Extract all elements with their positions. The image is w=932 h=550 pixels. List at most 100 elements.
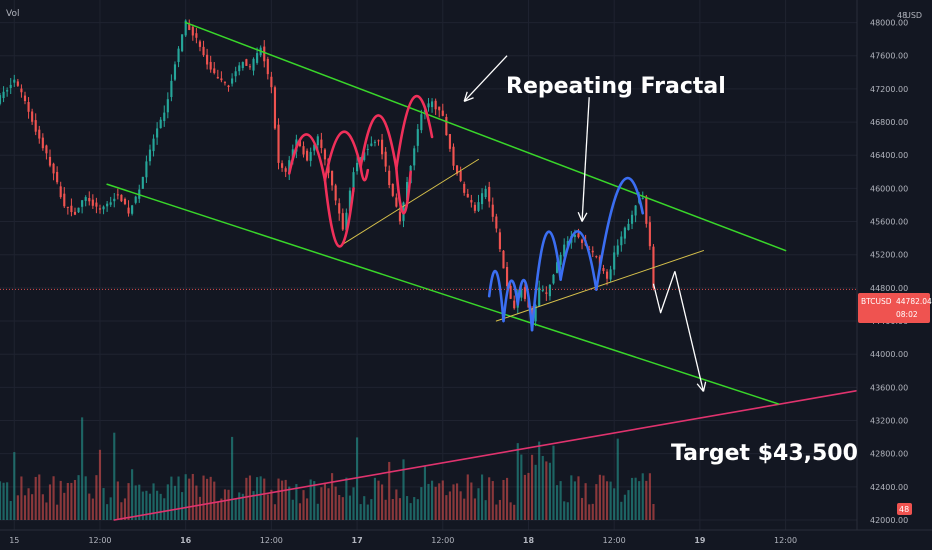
candle-body [95, 202, 98, 207]
volume-bar [106, 504, 109, 520]
volume-bar [27, 488, 30, 520]
volume-bar [234, 499, 237, 520]
candle-body [6, 90, 9, 92]
time-scale[interactable]: 15 12:00 16 12:00 17 12:00 18 12:00 19 12:00 [0, 529, 932, 550]
volume-bar [327, 488, 330, 520]
candle-body [131, 205, 134, 214]
volume-bar [552, 445, 555, 520]
candle-body [127, 207, 130, 214]
candle-body [616, 245, 619, 255]
candle-body [45, 145, 48, 154]
volume-bar [306, 498, 309, 520]
candle-body [438, 106, 441, 111]
candle-body [552, 274, 555, 284]
candle-body [106, 203, 109, 207]
candle-body [630, 214, 634, 224]
volume-bar [523, 474, 526, 520]
volume-bar [38, 474, 41, 520]
price-tick: 43200.00 [870, 417, 908, 426]
volume-bar [352, 487, 355, 520]
candle-body [381, 139, 384, 155]
candle-body [352, 172, 355, 192]
volume-bar [441, 480, 444, 520]
volume-bar [488, 477, 491, 520]
volume-bar [520, 454, 523, 520]
volume-bar [366, 504, 369, 520]
volume-bar [316, 503, 319, 520]
candle-body [580, 239, 584, 243]
candle-body [206, 54, 209, 65]
price-tick: 42800.00 [870, 450, 908, 459]
volume-bar [438, 483, 441, 520]
candle-body [84, 197, 87, 201]
volume-bar [273, 504, 277, 520]
volume-bar [448, 491, 451, 520]
volume-bar [577, 476, 580, 520]
candle-body [227, 85, 230, 88]
candle-body [113, 198, 116, 202]
candle-body [213, 68, 216, 74]
volume-bar [131, 469, 134, 520]
candle-body [248, 66, 252, 68]
fractal-first-valley [323, 178, 355, 248]
volume-bar [98, 449, 102, 520]
candle-body [523, 287, 526, 299]
title-arrow-head [463, 91, 468, 102]
candle-body [341, 213, 344, 230]
candle-body [634, 205, 637, 216]
volume-bar [605, 481, 609, 520]
volume-bar [320, 487, 323, 520]
volume-bar [381, 484, 384, 520]
volume-bar [505, 477, 509, 520]
drawing-overlays[interactable] [106, 21, 858, 521]
candle-body [463, 183, 466, 193]
volume-bar [127, 483, 130, 520]
volume-bar [70, 482, 73, 520]
candle-body [395, 197, 398, 207]
volume-bar [95, 475, 98, 520]
volume-bar [509, 502, 512, 520]
volume-bar [398, 498, 402, 520]
time-tick: 16 [180, 536, 192, 545]
volume-bar [538, 441, 541, 520]
volume-bar [413, 497, 416, 520]
candle-body [23, 95, 27, 102]
price-tick: 42400.00 [870, 483, 908, 492]
volume-bar [566, 502, 569, 520]
candle-body [156, 128, 159, 138]
volume-bar [198, 496, 202, 520]
candle-body [520, 290, 523, 298]
price-tag-background [858, 293, 930, 323]
volume-bar [227, 489, 230, 520]
candle-body [538, 287, 541, 307]
volume-bar [580, 497, 584, 520]
fractal-second-arc [516, 279, 534, 332]
candle-body [488, 186, 491, 202]
candle-body [66, 206, 69, 208]
projection-arrow-head [696, 383, 704, 392]
candle-body [484, 188, 487, 198]
volume-bar [363, 496, 366, 520]
volume-bar [409, 503, 412, 520]
candle-body [141, 176, 144, 189]
volume-bar [455, 483, 459, 520]
volume-legend[interactable]: Vol [6, 9, 19, 19]
title-arrow-head [463, 97, 474, 102]
candle-body [620, 236, 623, 246]
price-tick: 47200.00 [870, 85, 908, 94]
price-scale[interactable]: 48000.00 47600.00 47200.00 46800.00 46400.00… [856, 0, 932, 530]
candle-body [13, 79, 16, 83]
volume-bar [463, 498, 466, 520]
candle-body [63, 193, 66, 207]
candle-body [316, 136, 319, 146]
volume-bar [138, 484, 141, 520]
candle-body [645, 196, 648, 224]
candle-body [41, 137, 44, 149]
candle-body [109, 202, 112, 205]
candle-body [502, 250, 505, 269]
volume-bar [345, 477, 348, 520]
time-tick: 12:00 [88, 536, 111, 545]
candle-body [413, 148, 416, 166]
fractal-first-arc [395, 95, 434, 170]
